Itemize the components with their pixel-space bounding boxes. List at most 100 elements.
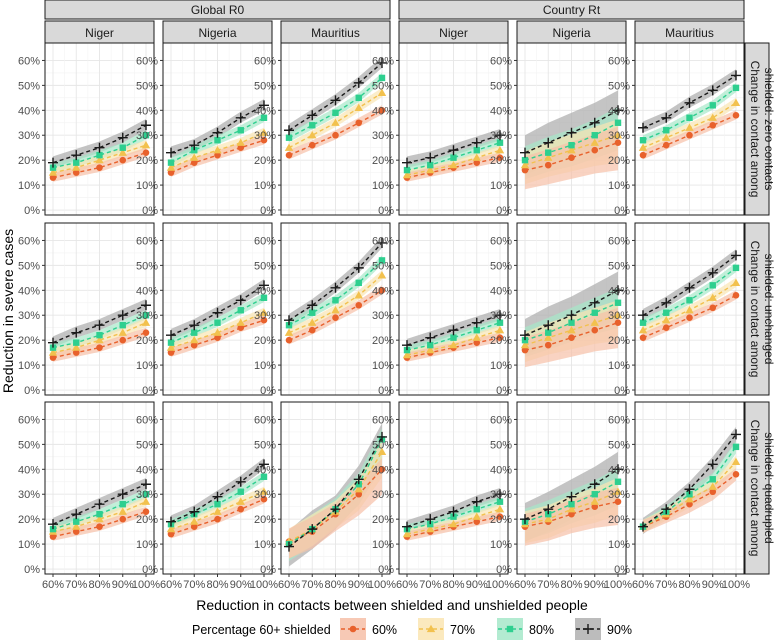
data-point	[568, 501, 575, 508]
column-group-strip-country-rt: Country Rt	[398, 0, 745, 20]
series-90pct	[402, 130, 505, 168]
data-point	[473, 146, 480, 154]
y-tick-label: 10%	[136, 180, 158, 192]
data-point	[591, 309, 598, 316]
column-group-strips: Global R0 Country Rt	[44, 0, 745, 20]
y-tick-label: 60%	[254, 414, 276, 426]
data-point	[308, 318, 317, 326]
y-tick-label: 40%	[254, 464, 276, 476]
data-point	[354, 291, 363, 299]
data-point	[354, 485, 363, 493]
series-90pct	[638, 70, 741, 133]
data-point	[73, 159, 80, 166]
y-tick-label: 40%	[490, 285, 512, 297]
data-point	[260, 294, 268, 301]
series-90pct	[166, 459, 269, 527]
data-point	[402, 529, 412, 538]
panel-r2-c4	[398, 222, 509, 396]
data-point	[496, 513, 504, 520]
legend-label: 60%	[372, 623, 397, 637]
panel-border	[162, 222, 273, 396]
data-point	[377, 271, 387, 279]
panel-r3-c3	[280, 401, 391, 575]
data-point	[236, 138, 245, 146]
y-tick-label: 20%	[254, 335, 276, 347]
data-point	[589, 479, 600, 490]
data-point	[167, 339, 175, 346]
series-70pct	[638, 98, 741, 151]
data-point	[96, 164, 103, 171]
data-point	[731, 98, 741, 106]
panel-r1-c3: Mauritius	[280, 20, 391, 216]
data-point	[709, 476, 716, 483]
data-point	[663, 127, 670, 134]
x-tick-label: 80%	[678, 579, 700, 591]
panel-border	[398, 222, 509, 396]
data-point	[119, 156, 127, 164]
y-tick-label: 40%	[490, 105, 512, 117]
x-tick-label: 80%	[206, 579, 228, 591]
y-tick-label: 0%	[496, 205, 512, 217]
data-point	[613, 311, 623, 319]
data-point	[427, 161, 434, 169]
data-point	[662, 316, 671, 324]
data-point	[331, 306, 340, 314]
panel-border	[280, 42, 391, 216]
data-point	[568, 154, 575, 161]
data-point	[284, 143, 294, 151]
y-axis: 0% 10% 20% 30% 40% 50% 60%	[136, 55, 163, 217]
data-point	[307, 300, 318, 311]
data-point	[378, 287, 386, 294]
data-point	[568, 334, 575, 341]
y-tick-label: 50%	[608, 439, 630, 451]
y-axis: 0% 10% 20% 30% 40% 50% 60%	[608, 55, 635, 217]
data-point	[709, 488, 717, 496]
data-point	[237, 324, 245, 331]
data-point	[496, 139, 504, 146]
legend-marker	[349, 625, 357, 633]
y-tick-label: 40%	[490, 464, 512, 476]
data-point	[284, 328, 294, 336]
y-tick-label: 60%	[490, 235, 512, 247]
data-point	[167, 159, 175, 166]
panel-r2-c3	[280, 222, 391, 396]
data-point	[48, 168, 58, 176]
data-point	[214, 515, 221, 523]
data-point	[663, 309, 670, 316]
data-point	[591, 326, 599, 334]
y-tick-label: 40%	[18, 105, 40, 117]
data-point	[545, 329, 552, 336]
data-point	[237, 488, 244, 495]
data-point	[544, 341, 552, 349]
y-tick-label: 20%	[18, 514, 40, 526]
data-point	[709, 304, 717, 312]
series-90pct	[638, 250, 741, 321]
data-point	[235, 295, 246, 306]
series-line	[406, 337, 501, 359]
data-point	[95, 514, 104, 523]
y-tick-label: 10%	[18, 360, 40, 372]
data-point	[709, 102, 716, 109]
data-point	[378, 107, 386, 114]
data-point	[496, 319, 504, 326]
data-point	[614, 299, 622, 306]
y-axis: 0% 10% 20% 30% 40% 50% 60%	[18, 235, 45, 397]
x-axis: 60% 70% 80% 90%100%	[396, 574, 514, 591]
y-tick-label: 30%	[608, 310, 630, 322]
data-point	[731, 250, 741, 261]
y-axis: 0% 10% 20% 30% 40% 50% 60%	[490, 55, 517, 217]
data-point	[307, 110, 318, 121]
data-point	[732, 111, 740, 119]
data-point	[142, 329, 150, 336]
data-point	[448, 325, 459, 336]
series-90pct	[284, 237, 387, 326]
data-point	[377, 57, 387, 68]
data-point	[450, 334, 457, 341]
data-point	[214, 151, 221, 159]
data-point	[259, 459, 269, 470]
data-point	[214, 334, 221, 341]
data-point	[471, 496, 482, 507]
data-point	[237, 307, 244, 314]
y-tick-label: 0%	[24, 205, 40, 217]
y-tick-label: 40%	[254, 285, 276, 297]
